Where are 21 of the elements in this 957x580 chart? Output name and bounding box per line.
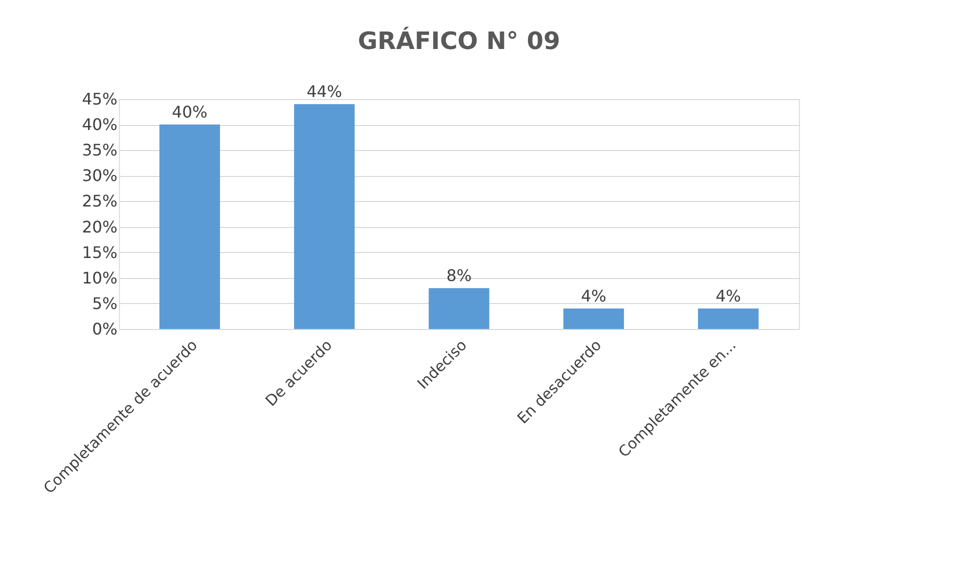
chart-title: GRÁFICO N° 09: [358, 26, 560, 56]
y-tick-label: 15%: [82, 242, 118, 262]
y-tick-label: 30%: [82, 166, 118, 186]
data-label: 4%: [580, 286, 606, 306]
y-tick-label: 0%: [92, 320, 118, 338]
bar: [159, 124, 220, 329]
y-tick-label: 5%: [92, 294, 118, 313]
y-tick-label: 10%: [82, 268, 118, 288]
data-label: 4%: [716, 286, 741, 306]
y-tick-label: 25%: [82, 192, 118, 211]
y-tick-label: 20%: [82, 217, 118, 236]
bar: [698, 308, 759, 329]
data-label: 44%: [306, 82, 342, 102]
bar: [563, 308, 624, 329]
y-tick-label: 40%: [82, 115, 118, 134]
data-label: 40%: [172, 102, 208, 122]
y-tick-label: 45%: [82, 90, 118, 108]
bar: [294, 104, 355, 329]
data-label: 8%: [446, 266, 472, 286]
bar: [428, 288, 490, 329]
y-tick-label: 35%: [82, 140, 118, 160]
